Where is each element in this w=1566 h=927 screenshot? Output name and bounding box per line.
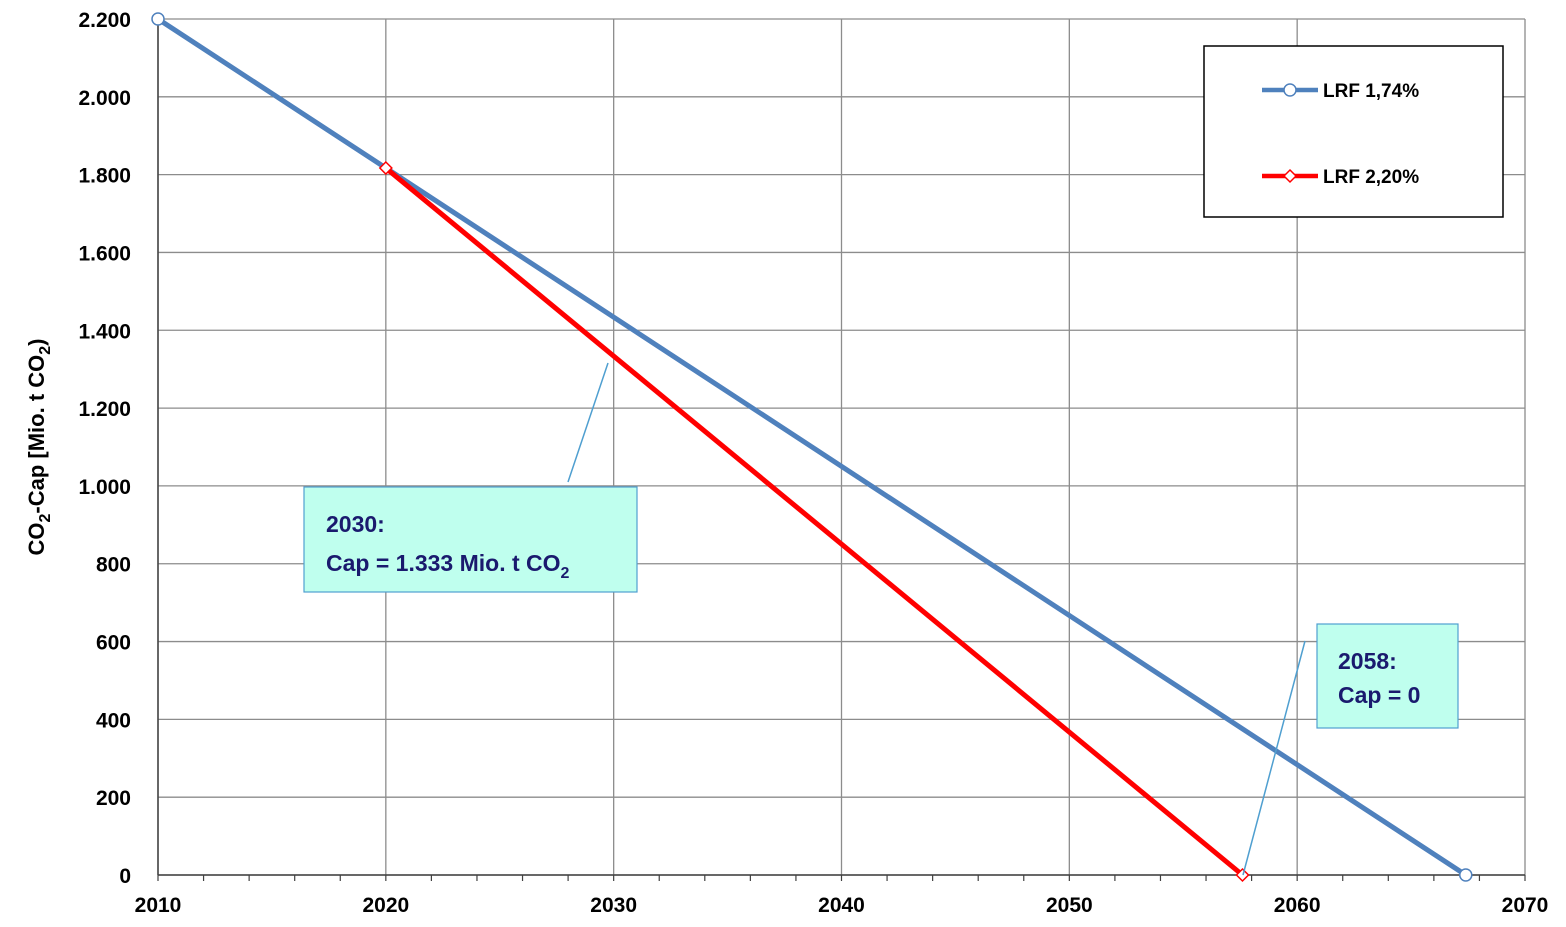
series-line-2 xyxy=(384,166,1245,877)
legend-entry-series-2: LRF 2,20% xyxy=(1262,167,1419,188)
legend-label-series-1: LRF 1,74% xyxy=(1323,81,1419,102)
annotation-2030-line2-sub: 2 xyxy=(561,565,570,582)
legend-marker-series-2 xyxy=(1282,168,1298,184)
y-axis-label-suffix: ) xyxy=(24,338,49,345)
x-tick-label: 2050 xyxy=(1046,894,1093,917)
y-tick-label: 1.000 xyxy=(78,476,131,499)
y-axis-label-sub2: 2 xyxy=(37,346,54,355)
y-axis-label-mid: -Cap [Mio. t CO xyxy=(24,355,49,514)
annotation-2030: 2030: Cap = 1.333 Mio. t CO2 xyxy=(303,362,638,593)
x-tick-label: 2030 xyxy=(590,894,637,917)
series-1-marker xyxy=(1459,868,1473,882)
annotation-2058-line2: Cap = 0 xyxy=(1338,682,1420,708)
y-tick-label: 1.400 xyxy=(78,320,131,343)
annotation-2058-box xyxy=(1316,623,1459,729)
x-tick-label: 2040 xyxy=(818,894,865,917)
legend-box xyxy=(1203,45,1504,218)
x-tick-label: 2060 xyxy=(1274,894,1321,917)
legend-label-series-2: LRF 2,20% xyxy=(1323,167,1419,188)
y-tick-label: 0 xyxy=(119,865,131,888)
series-lines xyxy=(151,12,1473,883)
y-tick-label: 1.200 xyxy=(78,398,131,421)
y-tick-label: 2.000 xyxy=(78,87,131,110)
y-tick-label: 1.600 xyxy=(78,242,131,265)
gridlines xyxy=(157,18,1526,876)
y-axis-label: CO2-Cap [Mio. t CO2) xyxy=(24,338,54,555)
y-tick-label: 200 xyxy=(96,787,131,810)
annotation-2058: 2058: Cap = 0 xyxy=(1242,623,1459,876)
y-axis-label-sub: 2 xyxy=(37,514,54,523)
y-tick-label: 400 xyxy=(96,709,131,732)
y-tick-label: 800 xyxy=(96,554,131,577)
y-tick-label: 2.200 xyxy=(78,9,131,32)
annotation-2030-line2-main: Cap = 1.333 Mio. t CO xyxy=(326,550,561,576)
x-tick-label: 2020 xyxy=(362,894,409,917)
annotation-2058-line1: 2058: xyxy=(1338,648,1397,674)
legend: LRF 1,74% LRF 2,20% xyxy=(1203,45,1504,218)
x-tick-label: 2070 xyxy=(1502,894,1549,917)
y-axis-ticks: 0 200 400 600 800 1.000 1.200 1.400 1.600 1.800 2.… xyxy=(78,9,131,888)
y-tick-label: 1.800 xyxy=(78,165,131,188)
legend-entry-series-1: LRF 1,74% xyxy=(1262,81,1419,102)
annotation-2058-leader xyxy=(1242,640,1306,876)
y-axis-label-prefix: CO xyxy=(24,523,49,556)
series-2-marker xyxy=(378,160,393,176)
annotation-2030-box xyxy=(303,486,638,593)
y-tick-label: 600 xyxy=(96,632,131,655)
series-2-marker xyxy=(1235,867,1250,883)
annotation-2030-line1: 2030: xyxy=(326,511,385,537)
annotation-2030-line2: Cap = 1.333 Mio. t CO2 xyxy=(326,550,570,582)
x-tick-label: 2010 xyxy=(135,894,182,917)
annotation-2030-leader xyxy=(567,362,609,483)
legend-marker-series-1 xyxy=(1283,83,1297,97)
x-axis-ticks: 2010 2020 2030 2040 2050 2060 2070 xyxy=(135,875,1549,917)
series-1-marker xyxy=(151,12,165,26)
